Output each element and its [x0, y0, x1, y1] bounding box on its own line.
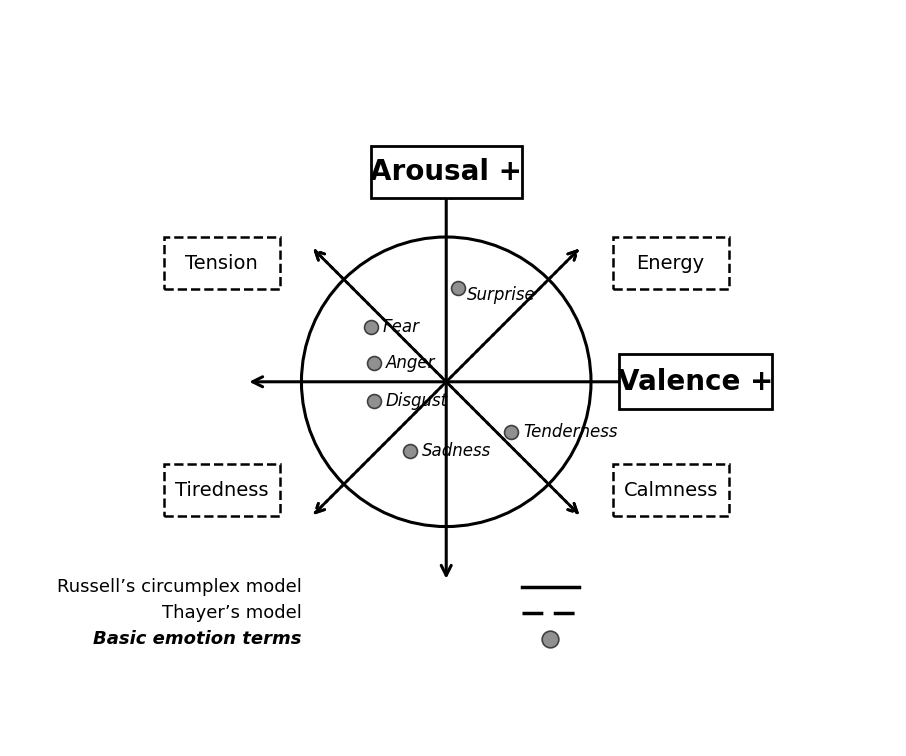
Text: Sadness: Sadness: [421, 442, 491, 460]
Text: Energy: Energy: [637, 253, 705, 273]
Text: Valence +: Valence +: [618, 367, 773, 396]
Text: Russell’s circumplex model: Russell’s circumplex model: [56, 578, 302, 596]
FancyBboxPatch shape: [371, 146, 522, 198]
Text: Arousal +: Arousal +: [371, 158, 522, 186]
Text: Basic emotion terms: Basic emotion terms: [93, 631, 302, 649]
Text: Anger: Anger: [385, 354, 435, 372]
FancyBboxPatch shape: [619, 355, 772, 409]
Text: Tension: Tension: [186, 253, 258, 273]
Text: Calmness: Calmness: [623, 481, 718, 500]
FancyBboxPatch shape: [612, 237, 728, 289]
Text: Thayer’s model: Thayer’s model: [161, 604, 302, 622]
FancyBboxPatch shape: [164, 464, 280, 516]
FancyBboxPatch shape: [612, 464, 728, 516]
Text: Tiredness: Tiredness: [175, 481, 268, 500]
FancyBboxPatch shape: [164, 237, 280, 289]
Text: Fear: Fear: [382, 318, 419, 336]
Text: Tenderness: Tenderness: [523, 423, 618, 442]
Text: Disgust: Disgust: [385, 392, 448, 410]
Text: Surprise: Surprise: [467, 286, 535, 304]
